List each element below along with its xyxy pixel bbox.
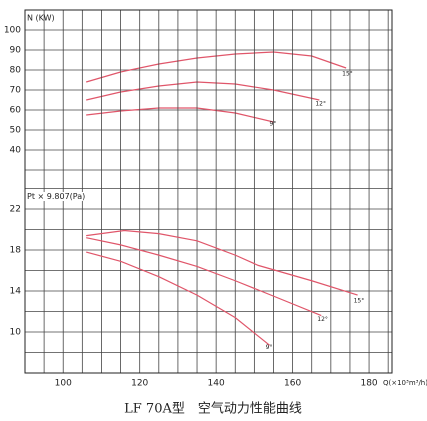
series-label: 12° [315,101,326,108]
x-tick-label: 120 [131,379,148,389]
curve [86,81,320,101]
y-tick-label: 90 [10,46,22,56]
series-label: 15° [354,298,365,305]
y-tick-label: 100 [4,26,21,36]
label-bg [26,192,87,201]
chart-title: LF 70A型 空气动力性能曲线 [124,401,302,417]
y-tick-label: 70 [10,86,22,96]
y-tick-label: 40 [10,146,22,156]
x-tick-label: 100 [55,379,72,389]
series-label: 12° [317,316,328,323]
y-tick-label: 60 [10,106,22,116]
curve [86,237,322,317]
series-label: 9° [269,121,276,128]
x-tick-label: 180 [360,379,377,389]
y-axis-label: Pt × 9.807(Pa) [27,192,85,201]
y-tick-label: 80 [10,66,22,76]
x-tick-label: 140 [208,379,225,389]
label-bg [26,13,56,23]
y-tick-label: 10 [10,328,22,338]
x-axis-label: Q(×10³m³/h) [383,379,427,387]
plot-border [24,9,393,374]
curve [86,229,358,296]
curve [86,251,271,346]
y-tick-label: 22 [10,205,21,215]
series-label: 15° [342,71,353,78]
x-tick-label: 160 [284,379,301,389]
y-tick-label: 18 [10,246,22,256]
y-tick-label: 14 [10,287,22,297]
y-axis-label: N (KW) [27,14,55,23]
series-label: 9° [266,344,273,351]
y-tick-label: 50 [10,126,22,136]
